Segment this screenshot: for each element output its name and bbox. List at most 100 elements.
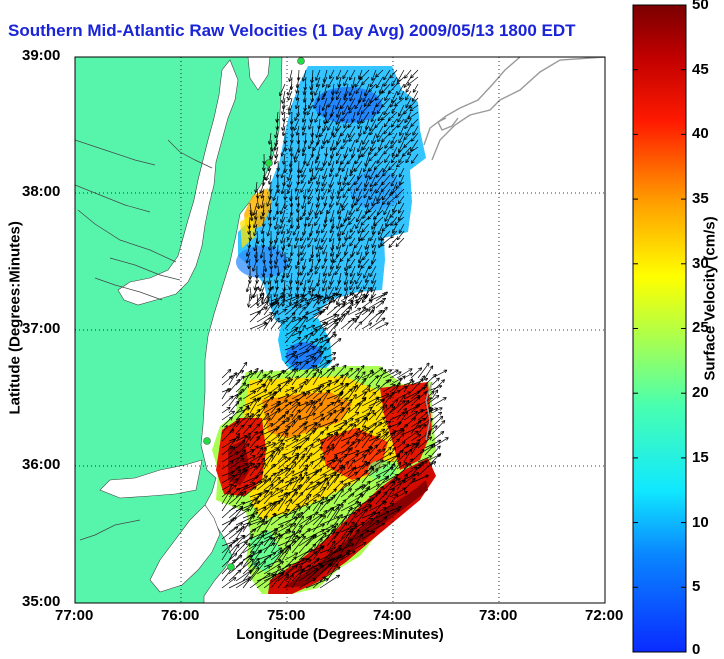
velocity-arrow [337, 69, 342, 79]
velocity-arrow [317, 223, 321, 233]
velocity-arrow [261, 209, 265, 219]
velocity-arrow [298, 347, 314, 358]
nc-river [79, 519, 141, 541]
velocity-arrow [326, 315, 339, 323]
velocity-arrow [331, 139, 335, 150]
velocity-arrow [335, 265, 342, 274]
velocity-arrow [301, 181, 307, 192]
velocity-arrow [289, 286, 293, 296]
velocity-arrow [391, 216, 398, 225]
velocity-arrow [321, 160, 328, 170]
velocity-arrow [296, 230, 300, 240]
velocity-arrow [319, 118, 320, 129]
velocity-arrow [294, 146, 300, 159]
colorbar-tick-label: 5 [692, 578, 701, 595]
velocity-arrow [264, 272, 265, 284]
velocity-arrow [340, 251, 349, 261]
velocity-arrow [262, 223, 265, 233]
velocity-arrow [310, 279, 314, 290]
velocity-arrow [275, 216, 279, 229]
velocity-arrow [392, 104, 398, 113]
radar-site-marker [203, 437, 211, 445]
velocity-arrow [324, 216, 328, 227]
velocity-arrow [390, 188, 398, 195]
velocity-arrow [322, 181, 328, 191]
velocity-arrow [358, 104, 363, 115]
velocity-arrow [254, 202, 258, 215]
velocity-arrow [404, 104, 412, 114]
velocity-arrow [284, 313, 295, 323]
velocity-arrow [257, 195, 259, 208]
velocity-arrow [328, 132, 335, 143]
velocity-arrow [370, 167, 377, 179]
velocity-arrow [249, 209, 252, 220]
velocity-dark-red-jet [282, 480, 428, 588]
velocity-arrow [315, 202, 321, 215]
velocity-arrow [301, 209, 307, 219]
velocity-arrow [328, 97, 335, 107]
velocity-arrow [397, 146, 405, 156]
velocity-arrow [355, 174, 363, 184]
tidal-channel-2 [75, 184, 151, 213]
velocity-arrow [270, 188, 271, 199]
velocity-arrow [289, 104, 293, 114]
velocity-arrow [249, 293, 250, 307]
velocity-arrow [365, 83, 370, 96]
velocity-arrow [261, 244, 265, 258]
velocity-arrow [340, 308, 351, 323]
velocity-arrow [385, 209, 391, 221]
velocity-arrow [324, 83, 328, 96]
velocity-arrow [288, 258, 293, 267]
velocity-arrow [255, 237, 258, 251]
velocity-arrow [344, 90, 349, 100]
velocity-arrow [375, 160, 384, 169]
velocity-arrow [361, 323, 371, 330]
velocity-arrow [323, 118, 328, 131]
velocity-arrow [406, 97, 412, 107]
velocity-arrow [356, 216, 363, 228]
velocity-arrow [348, 174, 356, 185]
velocity-arrow [282, 104, 286, 114]
velocity-arrow [309, 139, 314, 148]
velocity-arrow [371, 174, 377, 187]
velocity-arrow [332, 125, 335, 135]
velocity-arrow [282, 146, 286, 156]
velocity-arrow [339, 76, 342, 87]
velocity-arrow [291, 318, 301, 323]
velocity-arrow [385, 153, 391, 162]
velocity-arrow [392, 181, 398, 193]
velocity-arrow [319, 328, 326, 337]
velocity-arrow [303, 258, 307, 269]
velocity-arrow [383, 195, 391, 204]
velocity-arrow [270, 216, 271, 226]
velocity-arrow [399, 132, 405, 143]
velocity-arrow [311, 76, 314, 89]
velocity-arrow [270, 132, 272, 144]
velocity-arrow [255, 279, 258, 290]
velocity-arrow [326, 318, 340, 330]
velocity-arrow [370, 181, 377, 191]
velocity-arrow [378, 104, 384, 113]
velocity-arrow [375, 174, 384, 185]
velocity-arrow [304, 188, 306, 198]
velocity-arrow [301, 244, 307, 255]
velocity-arrow [309, 174, 314, 183]
velocity-arrow [315, 265, 321, 274]
velocity-arrow [358, 167, 363, 179]
velocity-arrow [275, 286, 279, 297]
velocity-arrow [276, 125, 279, 137]
velocity-arrow [348, 209, 356, 220]
velocity-arrow [316, 237, 321, 249]
velocity-arrow [368, 209, 377, 219]
velocity-arrow [343, 104, 349, 114]
velocity-arrow [315, 258, 321, 269]
velocity-arrow [303, 139, 307, 151]
velocity-arrow [337, 104, 342, 117]
velocity-core-west [236, 246, 288, 278]
velocity-arrow [349, 202, 356, 214]
velocity-arrow [399, 209, 405, 220]
velocity-arrow [366, 272, 370, 282]
velocity-arrow [339, 160, 341, 170]
velocity-arrow [356, 83, 363, 93]
velocity-arrow [384, 202, 391, 214]
